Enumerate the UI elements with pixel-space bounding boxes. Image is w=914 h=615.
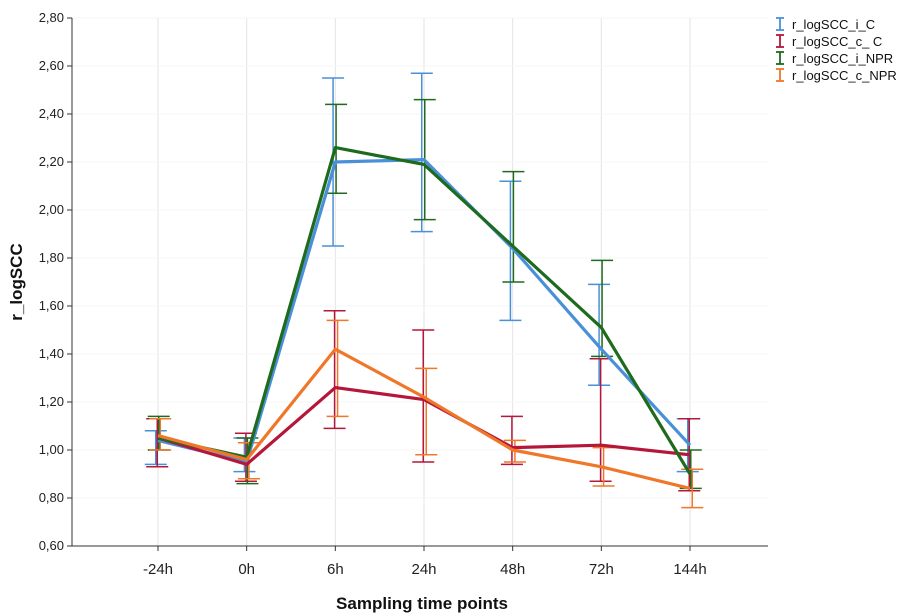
y-tick-label: 2,60 <box>39 58 64 73</box>
series <box>144 72 704 509</box>
y-tick-label: 0,80 <box>39 490 64 505</box>
y-tick-label: 1,80 <box>39 250 64 265</box>
x-axis-title: Sampling time points <box>336 594 508 613</box>
y-tick-label: 2,40 <box>39 106 64 121</box>
y-tick-label: 1,40 <box>39 346 64 361</box>
legend-item: r_logSCC_i_NPR <box>776 51 893 66</box>
x-tick-label: 48h <box>500 561 525 578</box>
x-tick-label: -24h <box>143 561 173 578</box>
x-ticks: -24h 0h 6h 24h 48h 72h 144h <box>143 546 707 578</box>
x-tick-label: 24h <box>411 561 436 578</box>
x-tick-label: 144h <box>673 561 706 578</box>
y-tick-label: 0,60 <box>39 538 64 553</box>
grid-lines <box>72 17 768 547</box>
y-tick-label: 1,20 <box>39 394 64 409</box>
series-3 <box>149 319 704 509</box>
series-line <box>157 158 692 464</box>
y-ticks: 0,60 0,80 1,00 1,20 1,40 1,60 1,80 2,00 2,20 2,40… <box>39 10 72 553</box>
legend-item: r_logSCC_c_ C <box>776 34 882 49</box>
legend-label: r_logSCC_i_NPR <box>792 51 893 66</box>
legend-label: r_logSCC_i_C <box>792 17 875 32</box>
legend: r_logSCC_i_C r_logSCC_c_ C r_logSCC_i_NPRr… <box>776 17 897 83</box>
series-line <box>157 347 691 490</box>
x-tick-label: 6h <box>327 561 344 578</box>
y-tick-label: 2,80 <box>39 10 64 25</box>
x-tick-label: 72h <box>589 561 614 578</box>
legend-item: r_logSCC_c_NPR <box>776 68 897 83</box>
y-tick-label: 1,60 <box>39 298 64 313</box>
legend-item: r_logSCC_i_C <box>776 17 875 32</box>
axes <box>71 18 768 547</box>
series-2 <box>147 98 702 490</box>
y-tick-label: 1,00 <box>39 442 64 457</box>
series-line <box>157 386 691 466</box>
series-0 <box>144 72 699 473</box>
y-tick-label: 2,20 <box>39 154 64 169</box>
y-axis-title: r_logSCC <box>7 243 26 320</box>
x-tick-label: 0h <box>238 561 255 578</box>
legend-label: r_logSCC_c_NPR <box>792 68 897 83</box>
series-1 <box>146 310 701 492</box>
legend-label: r_logSCC_c_ C <box>792 34 882 49</box>
y-tick-label: 2,00 <box>39 202 64 217</box>
